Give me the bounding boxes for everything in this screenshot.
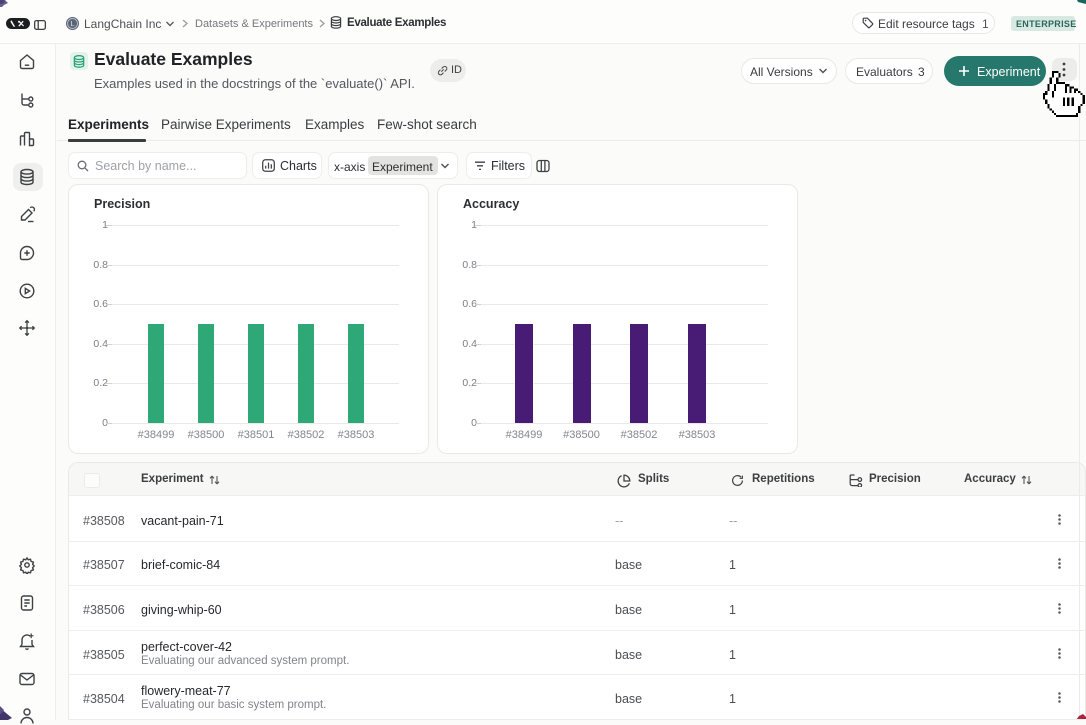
svg-text:L: L [70, 19, 74, 28]
